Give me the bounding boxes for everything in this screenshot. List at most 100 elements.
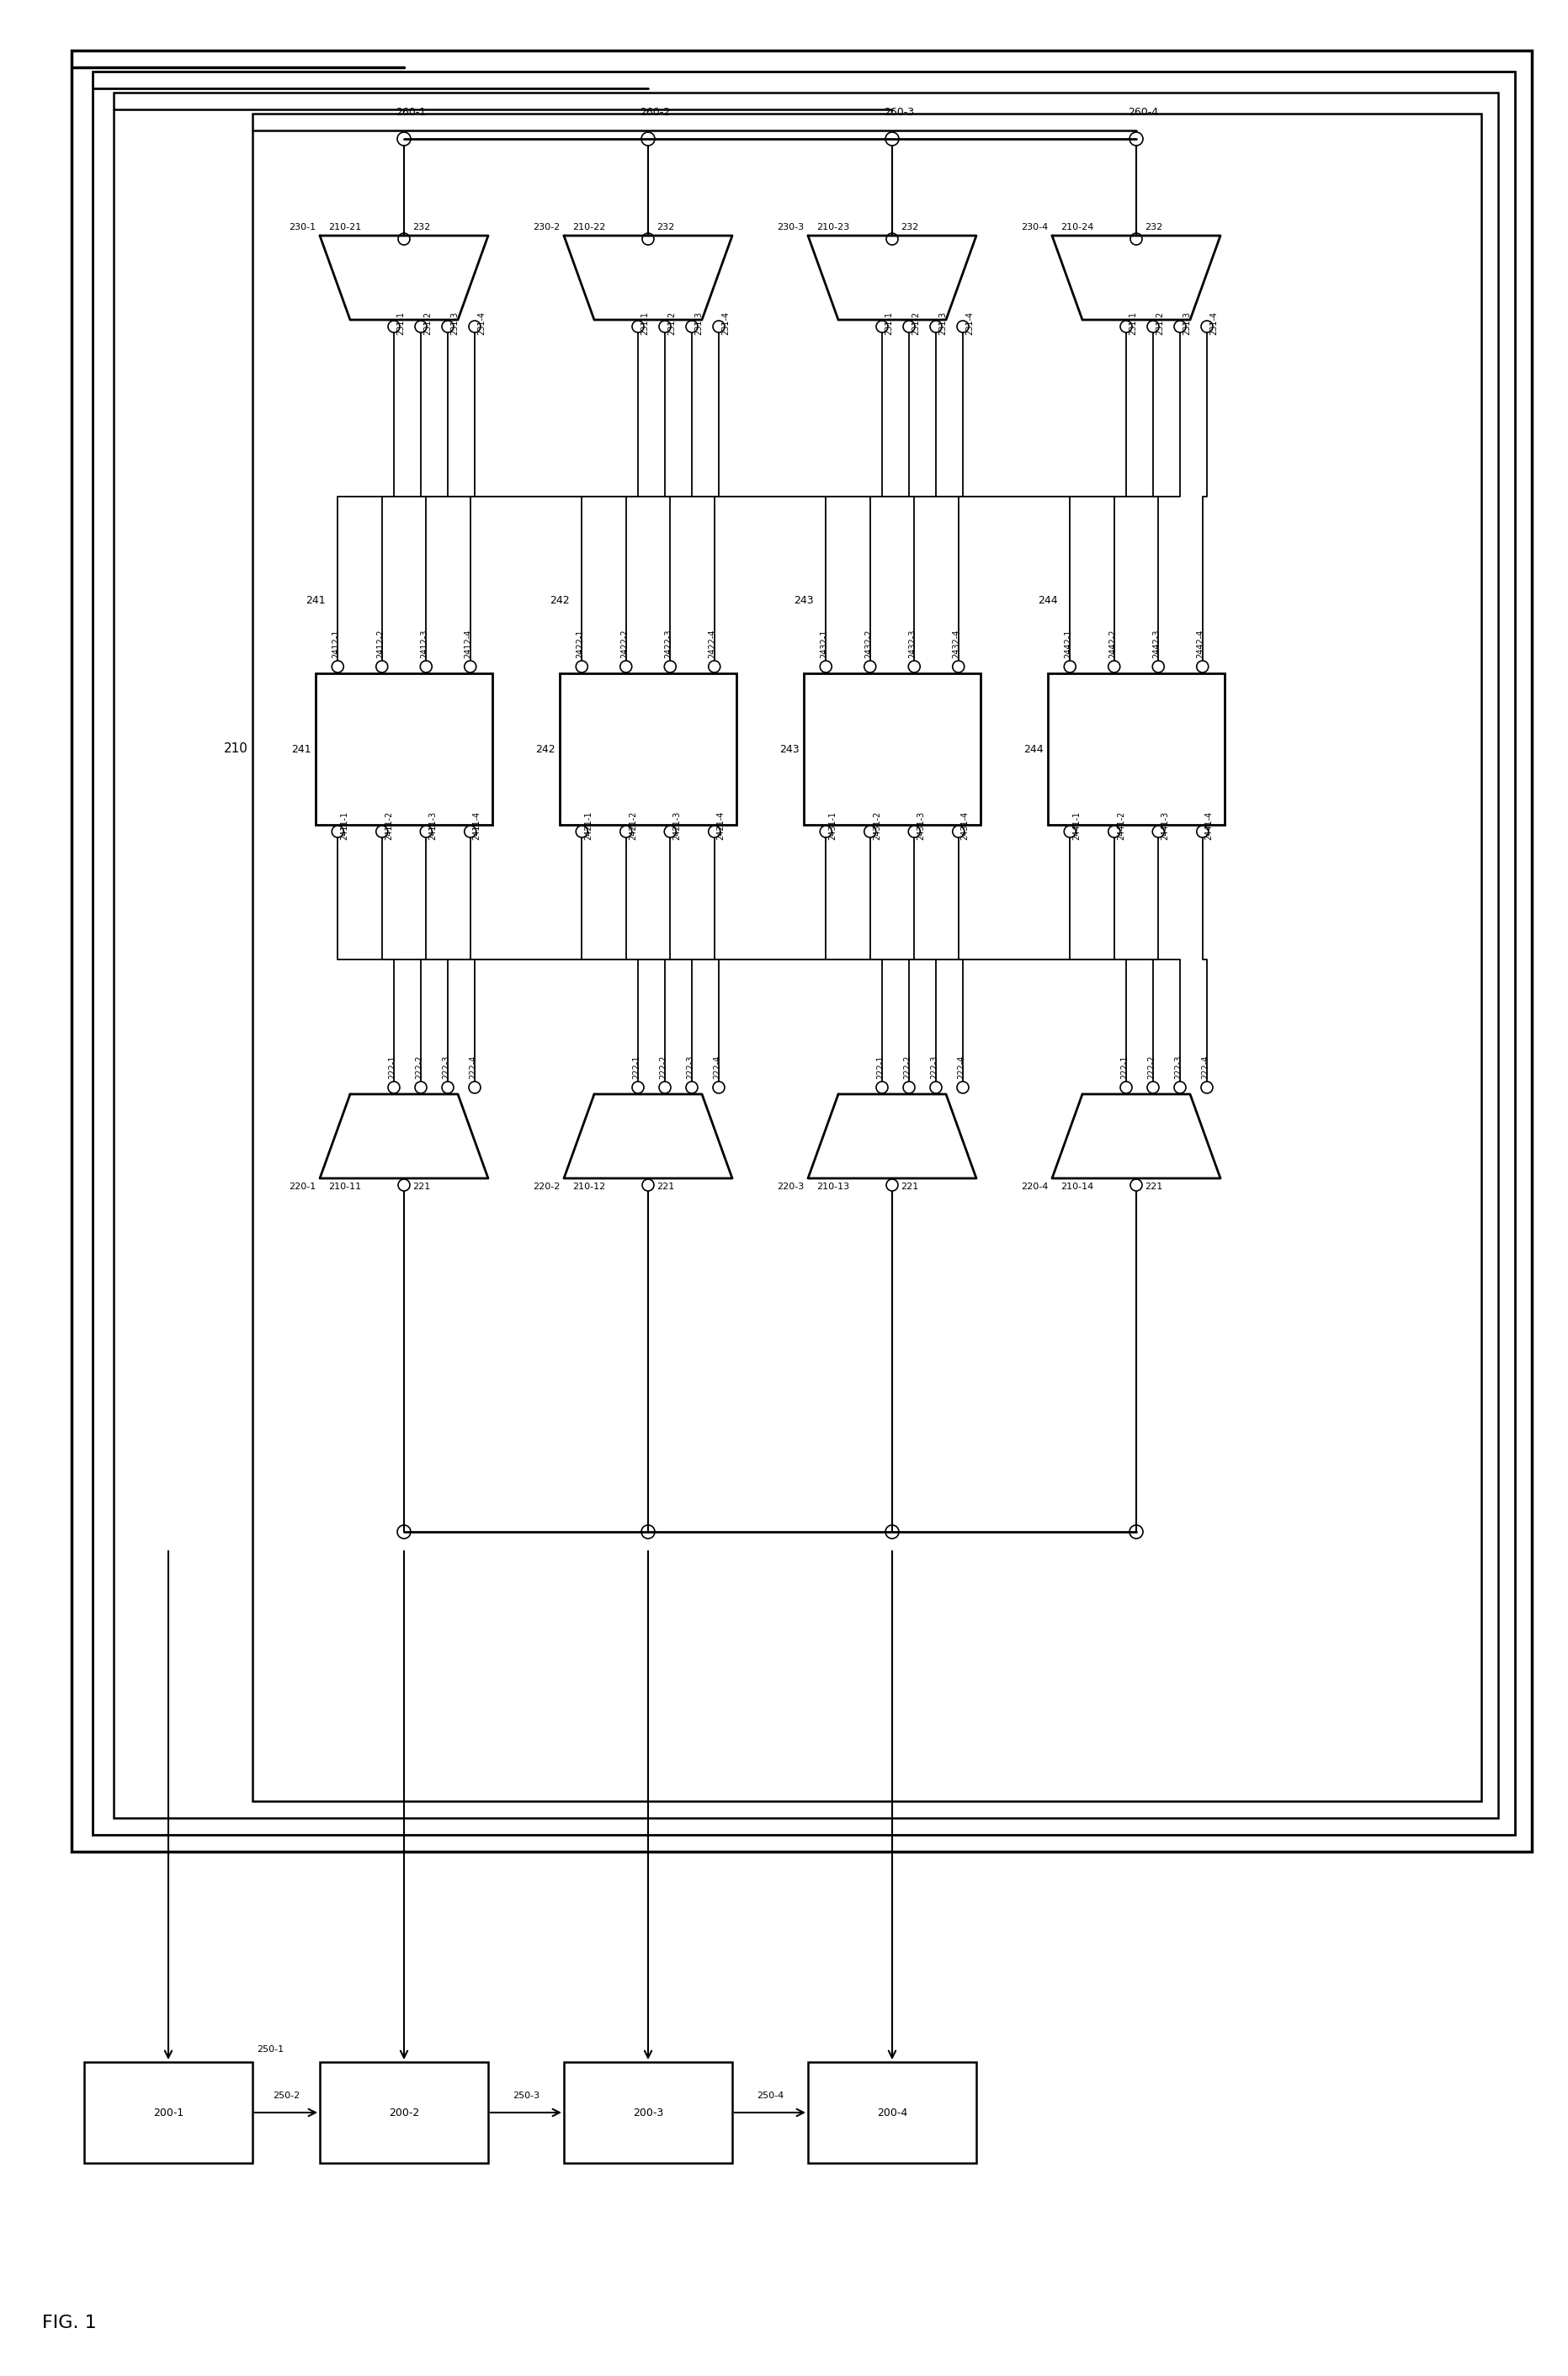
Text: 244: 244 bbox=[1038, 594, 1057, 606]
Text: 222-4: 222-4 bbox=[469, 1055, 477, 1079]
Text: 2442-4: 2442-4 bbox=[1196, 630, 1206, 658]
Text: 232: 232 bbox=[412, 223, 430, 230]
Text: 221: 221 bbox=[900, 1183, 919, 1190]
Text: 243: 243 bbox=[779, 744, 800, 756]
Text: 2421-2: 2421-2 bbox=[629, 810, 637, 841]
Text: 2432-3: 2432-3 bbox=[908, 630, 917, 658]
Text: 222-2: 222-2 bbox=[1148, 1055, 1156, 1079]
Text: 231-3: 231-3 bbox=[695, 311, 702, 335]
Text: 231-3: 231-3 bbox=[450, 311, 459, 335]
Text: 2431-2: 2431-2 bbox=[872, 810, 881, 841]
Text: 231-2: 231-2 bbox=[911, 311, 920, 335]
Bar bbox=[252, 114, 1482, 1801]
Text: 210-22: 210-22 bbox=[572, 223, 605, 230]
Text: 222-3: 222-3 bbox=[930, 1055, 938, 1079]
Text: 222-2: 222-2 bbox=[416, 1055, 423, 1079]
Text: 260-1: 260-1 bbox=[395, 107, 426, 119]
Text: 2422-1: 2422-1 bbox=[575, 630, 585, 658]
Text: 2412-1: 2412-1 bbox=[332, 630, 340, 658]
Text: 222-4: 222-4 bbox=[1201, 1055, 1209, 1079]
Text: 222-1: 222-1 bbox=[1120, 1055, 1129, 1079]
Text: 244: 244 bbox=[1024, 744, 1044, 756]
Text: 2441-3: 2441-3 bbox=[1160, 810, 1170, 841]
Text: 2441-1: 2441-1 bbox=[1073, 810, 1080, 841]
Text: 230-3: 230-3 bbox=[776, 223, 804, 230]
Text: 200-4: 200-4 bbox=[877, 2108, 908, 2117]
Text: 250-3: 250-3 bbox=[513, 2091, 539, 2100]
Text: 222-4: 222-4 bbox=[956, 1055, 966, 1079]
Text: 231-1: 231-1 bbox=[1129, 311, 1137, 335]
Text: 2411-3: 2411-3 bbox=[428, 810, 437, 841]
Text: 222-3: 222-3 bbox=[442, 1055, 450, 1079]
Bar bbox=[72, 50, 1532, 1851]
Text: 242: 242 bbox=[536, 744, 555, 756]
Text: 2412-2: 2412-2 bbox=[376, 630, 384, 658]
Text: 250-4: 250-4 bbox=[756, 2091, 784, 2100]
Text: 220-4: 220-4 bbox=[1021, 1183, 1047, 1190]
Text: 231-3: 231-3 bbox=[1182, 311, 1192, 335]
Text: 260-3: 260-3 bbox=[884, 107, 914, 119]
Text: 231-1: 231-1 bbox=[884, 311, 894, 335]
Text: 2422-3: 2422-3 bbox=[665, 630, 673, 658]
Bar bbox=[564, 2062, 732, 2162]
Bar bbox=[85, 2062, 252, 2162]
Text: 210-13: 210-13 bbox=[817, 1183, 850, 1190]
Text: 231-4: 231-4 bbox=[477, 311, 486, 335]
Text: 220-1: 220-1 bbox=[289, 1183, 315, 1190]
Text: 220-2: 220-2 bbox=[533, 1183, 560, 1190]
Text: 222-1: 222-1 bbox=[387, 1055, 397, 1079]
Text: 231-2: 231-2 bbox=[423, 311, 431, 335]
Text: 220-3: 220-3 bbox=[776, 1183, 804, 1190]
Text: 232: 232 bbox=[657, 223, 674, 230]
Text: 2432-4: 2432-4 bbox=[952, 630, 961, 658]
Text: 230-4: 230-4 bbox=[1021, 223, 1047, 230]
Text: 2442-2: 2442-2 bbox=[1109, 630, 1116, 658]
Text: 243: 243 bbox=[793, 594, 814, 606]
Text: 2412-4: 2412-4 bbox=[464, 630, 474, 658]
Text: 231-4: 231-4 bbox=[966, 311, 974, 335]
Text: 222-3: 222-3 bbox=[685, 1055, 695, 1079]
Text: 260-4: 260-4 bbox=[1127, 107, 1159, 119]
Text: 260-2: 260-2 bbox=[640, 107, 670, 119]
Text: 2422-2: 2422-2 bbox=[619, 630, 629, 658]
Bar bbox=[113, 93, 1497, 1818]
Text: 2431-1: 2431-1 bbox=[828, 810, 837, 841]
Text: 230-2: 230-2 bbox=[533, 223, 560, 230]
Text: 230-1: 230-1 bbox=[289, 223, 315, 230]
Text: 2422-4: 2422-4 bbox=[709, 630, 717, 658]
Text: 242: 242 bbox=[549, 594, 569, 606]
Bar bbox=[320, 2062, 488, 2162]
Text: 2431-4: 2431-4 bbox=[961, 810, 969, 841]
Text: 2411-1: 2411-1 bbox=[340, 810, 348, 841]
Text: 222-1: 222-1 bbox=[877, 1055, 884, 1079]
Text: 222-2: 222-2 bbox=[659, 1055, 668, 1079]
Text: 2432-1: 2432-1 bbox=[820, 630, 828, 658]
Text: 231-4: 231-4 bbox=[721, 311, 729, 335]
Text: 2411-4: 2411-4 bbox=[474, 810, 481, 841]
Text: 231-3: 231-3 bbox=[938, 311, 947, 335]
Text: 222-2: 222-2 bbox=[903, 1055, 911, 1079]
Text: 2432-2: 2432-2 bbox=[864, 630, 872, 658]
Text: 2421-4: 2421-4 bbox=[717, 810, 726, 841]
Text: 2411-2: 2411-2 bbox=[384, 810, 394, 841]
Text: 221: 221 bbox=[1145, 1183, 1162, 1190]
Text: 2442-1: 2442-1 bbox=[1065, 630, 1073, 658]
Text: 232: 232 bbox=[900, 223, 919, 230]
Text: 250-2: 250-2 bbox=[273, 2091, 299, 2100]
Text: 200-3: 200-3 bbox=[633, 2108, 663, 2117]
Text: 232: 232 bbox=[1145, 223, 1162, 230]
Text: 231-1: 231-1 bbox=[397, 311, 405, 335]
Text: 231-2: 231-2 bbox=[1156, 311, 1163, 335]
Text: 231-2: 231-2 bbox=[668, 311, 676, 335]
Text: 210: 210 bbox=[224, 744, 248, 756]
Bar bbox=[1047, 672, 1225, 824]
Text: 231-1: 231-1 bbox=[640, 311, 649, 335]
Text: 210-24: 210-24 bbox=[1060, 223, 1093, 230]
Bar bbox=[93, 71, 1515, 1834]
Text: 210-11: 210-11 bbox=[328, 1183, 361, 1190]
Text: 231-4: 231-4 bbox=[1209, 311, 1218, 335]
Text: 221: 221 bbox=[412, 1183, 430, 1190]
Text: 210-14: 210-14 bbox=[1060, 1183, 1093, 1190]
Bar bbox=[804, 672, 980, 824]
Text: 2412-3: 2412-3 bbox=[420, 630, 428, 658]
